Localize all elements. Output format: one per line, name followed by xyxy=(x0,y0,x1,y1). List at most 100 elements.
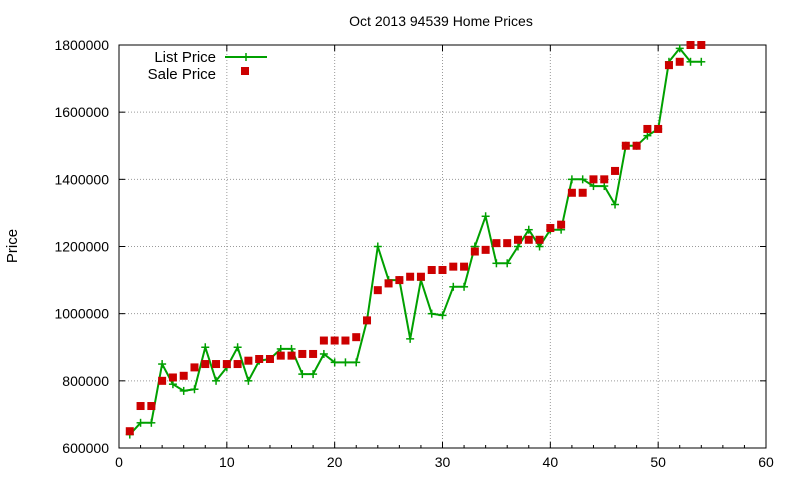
list-price-point xyxy=(179,386,188,395)
list-price-point xyxy=(309,370,318,379)
sale-price-point xyxy=(600,175,609,184)
list-price-point xyxy=(567,175,576,184)
list-price-point xyxy=(675,44,684,53)
sale-price-point xyxy=(632,141,641,150)
sale-price-point xyxy=(384,279,393,288)
list-price-point xyxy=(147,418,156,427)
sale-price-point xyxy=(341,336,350,345)
sale-price-point xyxy=(265,355,274,364)
y-tick-label: 1000000 xyxy=(54,306,109,322)
sale-price-point xyxy=(535,235,544,244)
list-price-point xyxy=(449,282,458,291)
y-tick-label: 1800000 xyxy=(54,37,109,53)
sale-price-point xyxy=(567,188,576,197)
list-price-line xyxy=(129,47,702,436)
sale-price-point xyxy=(438,266,447,275)
sale-price-point xyxy=(168,373,177,382)
x-tick-label: 40 xyxy=(543,454,559,470)
y-tick-label: 1600000 xyxy=(54,104,109,120)
sale-price-point xyxy=(125,427,134,436)
sale-price-point xyxy=(427,266,436,275)
list-price-point xyxy=(492,259,501,268)
sale-price-point xyxy=(233,360,242,369)
sale-price-point xyxy=(147,402,156,411)
list-price-point xyxy=(201,343,210,352)
list-price-point xyxy=(589,182,598,191)
list-price-point xyxy=(406,334,415,343)
list-price-point xyxy=(298,370,307,379)
list-price-point xyxy=(276,344,285,353)
list-price-point xyxy=(686,57,695,66)
y-tick-label: 1200000 xyxy=(54,239,109,255)
axis-ticks: 0 10 20 30 40 50 60 600000 800000 1000000 1200000 1… xyxy=(54,37,774,470)
sale-price-point xyxy=(470,247,479,256)
sale-price-point xyxy=(136,402,145,411)
sale-price-point xyxy=(309,349,318,358)
grid-lines xyxy=(119,45,766,448)
list-price-point xyxy=(438,311,447,320)
sale-price-point xyxy=(481,245,490,254)
sale-price-point xyxy=(654,124,663,133)
series-layer xyxy=(125,41,706,439)
x-tick-label: 30 xyxy=(435,454,451,470)
legend-sale-price-label: Sale Price xyxy=(148,66,216,83)
list-price-point xyxy=(600,182,609,191)
sale-price-point xyxy=(406,272,415,281)
sale-price-point xyxy=(416,272,425,281)
sale-price-point xyxy=(179,371,188,380)
list-price-point xyxy=(578,175,587,184)
sale-price-point xyxy=(298,349,307,358)
sale-price-point xyxy=(492,239,501,248)
x-tick-label: 10 xyxy=(219,454,235,470)
sale-price-point xyxy=(395,276,404,285)
sale-price-point xyxy=(524,235,533,244)
y-axis-label: Price xyxy=(4,229,21,263)
list-price-point xyxy=(341,358,350,367)
list-price-point xyxy=(330,358,339,367)
list-price-point xyxy=(136,418,145,427)
x-tick-label: 20 xyxy=(327,454,343,470)
list-price-point xyxy=(460,282,469,291)
sale-price-point xyxy=(212,360,221,369)
sale-price-point xyxy=(201,360,210,369)
list-price-point xyxy=(373,242,382,251)
sale-price-point xyxy=(611,166,620,175)
x-tick-label: 60 xyxy=(758,454,774,470)
sale-price-point xyxy=(222,360,231,369)
sale-price-point xyxy=(621,141,630,150)
sale-price-point xyxy=(460,262,469,271)
sale-price-point xyxy=(589,175,598,184)
list-price-point xyxy=(513,242,522,251)
list-price-point xyxy=(697,57,706,66)
list-price-point xyxy=(427,309,436,318)
legend-list-price-label: List Price xyxy=(154,49,216,66)
sale-price-point xyxy=(546,224,555,233)
list-price-point xyxy=(481,212,490,221)
sale-price-point xyxy=(287,351,296,360)
sale-price-point xyxy=(330,336,339,345)
sale-price-point xyxy=(190,363,199,372)
sale-price-point xyxy=(449,262,458,271)
sale-price-point xyxy=(373,286,382,295)
sale-price-point xyxy=(557,220,566,229)
list-price-point xyxy=(168,380,177,389)
legend: List Price Sale Price xyxy=(148,49,267,83)
sale-price-point xyxy=(276,351,285,360)
list-price-point xyxy=(212,376,221,385)
y-tick-label: 800000 xyxy=(62,373,109,389)
list-price-point xyxy=(287,344,296,353)
sale-price-point xyxy=(643,124,652,133)
sale-price-point xyxy=(158,376,167,385)
list-price-point xyxy=(244,376,253,385)
list-price-point xyxy=(611,200,620,209)
sale-price-point xyxy=(319,336,328,345)
list-price-point xyxy=(503,259,512,268)
sale-price-point xyxy=(697,41,706,49)
list-price-point xyxy=(158,360,167,369)
sale-price-point xyxy=(686,41,695,49)
sale-price-point xyxy=(363,316,372,325)
list-price-point xyxy=(643,131,652,140)
sale-price-point xyxy=(675,57,684,66)
sale-price-point xyxy=(255,355,264,364)
